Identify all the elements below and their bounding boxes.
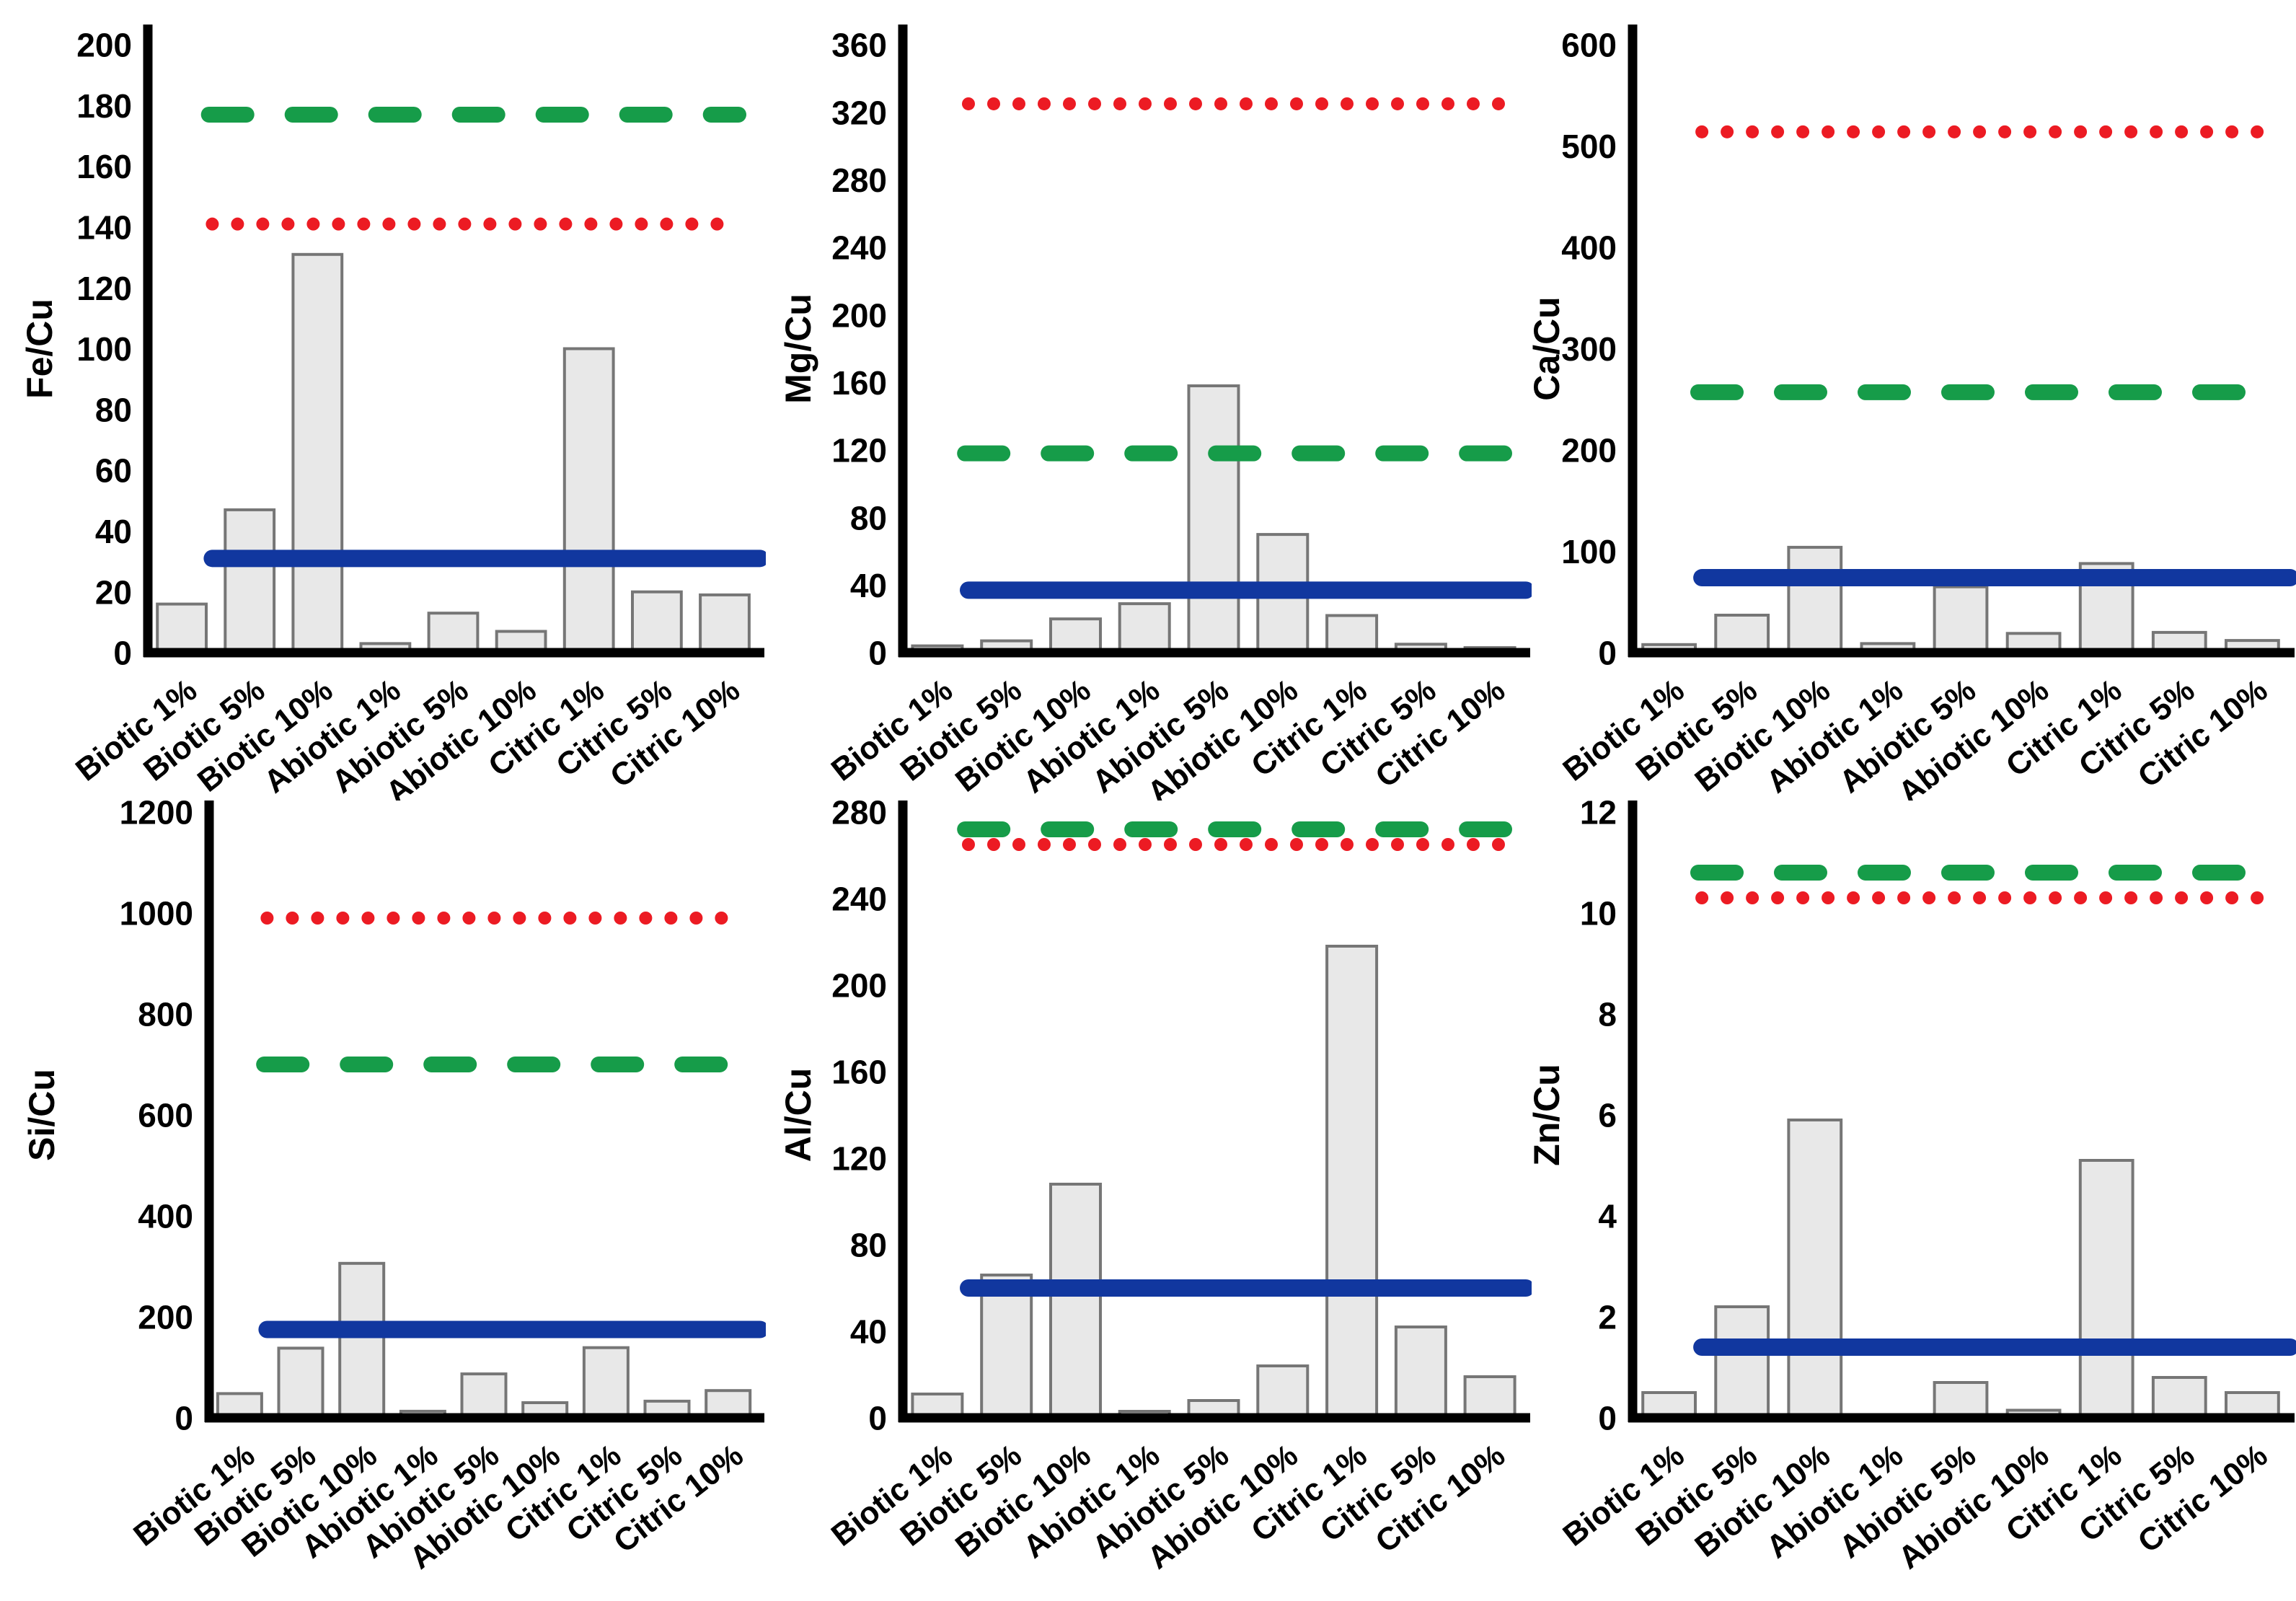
y-tick-label: 360: [831, 27, 887, 64]
y-tick-label: 200: [1561, 432, 1617, 469]
bar-biotic-10: [1787, 1119, 1843, 1419]
y-tick-label: 40: [850, 567, 887, 604]
y-tick-label: 100: [76, 330, 132, 368]
bar-biotic-10: [1049, 617, 1102, 655]
bar-abiotic-5: [1187, 384, 1240, 654]
y-tick-label: 120: [76, 270, 132, 307]
y-tick-label: 80: [850, 499, 887, 537]
bar-abiotic-5: [1933, 585, 1989, 655]
y-tick-label: 0: [868, 1400, 887, 1437]
y-tick-label: 160: [831, 364, 887, 402]
y-tick-label: 0: [175, 1400, 193, 1437]
y-tick-label: 400: [1561, 229, 1617, 267]
y-tick-label: 600: [138, 1097, 193, 1134]
panel-fe-cu: 0 20 40 60 80 100 120 140 160 180 200 Fe/Cu Biotic 1…: [0, 0, 766, 800]
bar-citric-1: [2078, 1159, 2134, 1419]
bar-biotic-1: [156, 602, 208, 654]
bar-citric-1: [1325, 614, 1379, 654]
bar-biotic-5: [1714, 1305, 1770, 1419]
bar-abiotic-10: [1256, 1364, 1310, 1419]
y-axis-title: Zn/Cu: [1532, 1064, 1567, 1166]
y-tick-label: 40: [850, 1313, 887, 1351]
y-tick-label: 0: [868, 635, 887, 672]
y-tick-label: 160: [831, 1054, 887, 1091]
bar-abiotic-1: [1118, 602, 1171, 654]
y-tick-label: 80: [850, 1227, 887, 1264]
y-axis-title: Al/Cu: [778, 1068, 818, 1163]
y-tick-label: 160: [76, 148, 132, 185]
y-tick-label: 200: [831, 296, 887, 334]
bar-citric-10: [699, 593, 751, 655]
y-tick-label: 10: [1580, 895, 1617, 932]
bar-biotic-10: [1787, 545, 1843, 655]
y-tick-label: 60: [95, 452, 132, 490]
y-tick-label: 200: [138, 1299, 193, 1336]
bar-biotic-5: [277, 1346, 324, 1420]
y-tick-label: 12: [1580, 800, 1617, 832]
bar-citric-5: [2151, 1376, 2207, 1419]
bar-biotic-10: [1049, 1183, 1102, 1419]
y-tick-label: 600: [1561, 27, 1617, 64]
y-tick-label: 1000: [120, 895, 193, 932]
bar-citric-1: [582, 1346, 630, 1420]
y-axis-title: Ca/Cu: [1532, 296, 1567, 400]
y-tick-label: 120: [831, 1140, 887, 1178]
bar-citric-1: [562, 347, 615, 654]
bar-biotic-10: [338, 1261, 386, 1419]
panel-si-cu: 0 200 400 600 800 1000 1200 Si/Cu Biotic 1% Bioti…: [0, 800, 766, 1601]
y-tick-label: 800: [138, 996, 193, 1033]
panel-zn-cu: 0 2 4 6 8 10 12 Zn/Cu Biotic 1% Biotic 5% Biotic 1…: [1532, 800, 2296, 1601]
y-tick-label: 6: [1598, 1097, 1617, 1134]
bar-biotic-5: [224, 508, 276, 655]
y-tick-label: 120: [831, 432, 887, 469]
y-tick-label: 1200: [120, 800, 193, 832]
panel-ca-cu: 0 100 200 300 400 500 600 Ca/Cu Biotic 1% Biotic …: [1532, 0, 2296, 800]
y-tick-label: 140: [76, 208, 132, 246]
y-tick-label: 80: [95, 391, 132, 428]
y-tick-label: 300: [1561, 330, 1617, 368]
bar-citric-10: [1463, 1375, 1516, 1419]
y-tick-label: 0: [113, 635, 132, 672]
y-tick-label: 8: [1598, 996, 1617, 1033]
bar-biotic-5: [980, 1274, 1033, 1419]
bar-abiotic-5: [427, 612, 480, 655]
panel-mg-cu: 0 40 80 120 160 200 240 280 320 360 Mg/Cu Biotic 1%…: [766, 0, 1532, 800]
y-axis-title: Mg/Cu: [778, 294, 818, 404]
y-tick-label: 200: [831, 967, 887, 1005]
y-tick-label: 100: [1561, 533, 1617, 570]
y-tick-label: 0: [1598, 1400, 1617, 1437]
y-tick-label: 2: [1598, 1299, 1617, 1336]
y-tick-label: 400: [138, 1198, 193, 1235]
bar-abiotic-5: [1933, 1381, 1989, 1419]
y-tick-label: 4: [1598, 1198, 1617, 1235]
bar-biotic-5: [1714, 614, 1770, 654]
y-tick-label: 0: [1598, 635, 1617, 672]
bar-citric-5: [631, 590, 683, 655]
y-tick-label: 280: [831, 800, 887, 832]
y-tick-label: 500: [1561, 128, 1617, 165]
bar-abiotic-5: [460, 1372, 508, 1419]
y-tick-label: 20: [95, 573, 132, 611]
bar-citric-1: [1325, 945, 1379, 1419]
y-tick-label: 280: [831, 162, 887, 199]
y-tick-label: 240: [831, 229, 887, 267]
bar-biotic-10: [291, 252, 344, 654]
y-axis-title: Si/Cu: [22, 1069, 62, 1161]
y-tick-label: 180: [76, 87, 132, 125]
y-tick-label: 240: [831, 881, 887, 918]
bar-citric-5: [1394, 1326, 1447, 1419]
y-tick-label: 320: [831, 94, 887, 131]
panel-al-cu: 0 40 80 120 160 200 240 280 Al/Cu Biotic 1% Biotic…: [766, 800, 1532, 1601]
y-tick-label: 40: [95, 513, 132, 550]
y-tick-label: 200: [76, 27, 132, 64]
y-axis-title: Fe/Cu: [19, 299, 60, 399]
